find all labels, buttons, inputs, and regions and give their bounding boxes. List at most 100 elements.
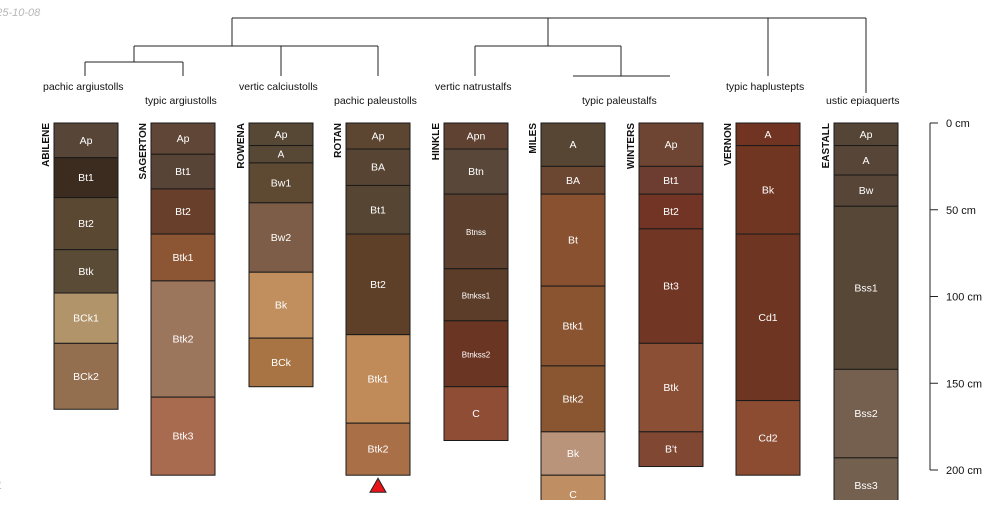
horizon-sagerton-bt2	[150, 188, 216, 235]
horizon-label-eastall-bss1: Bss1	[854, 282, 878, 294]
horizon-abilene-ap	[53, 122, 119, 159]
horizon-hinkle-btnkss2	[443, 320, 509, 388]
horizon-label-hinkle-btnkss1: Btnkss1	[462, 291, 491, 300]
depth-tick-label-150: 150 cm	[946, 378, 982, 390]
horizon-label-winters-b-t: B't	[665, 444, 677, 456]
horizon-label-miles-ba: BA	[566, 175, 580, 187]
horizon-abilene-bt1	[53, 157, 119, 199]
date-stamp: 2025-10-08	[0, 7, 41, 19]
taxon-label-typic-haplustepts: typic haplustepts	[726, 81, 804, 93]
horizon-sagerton-btk3	[150, 396, 216, 476]
horizon-label-miles-c: C	[569, 489, 577, 500]
horizon-label-rotan-btk2: Btk2	[367, 444, 388, 456]
horizon-label-winters-bt3: Bt3	[663, 281, 679, 293]
horizon-label-vernon-a: A	[764, 129, 771, 141]
horizon-eastall-bw	[833, 174, 899, 207]
horizon-winters-btk	[638, 342, 704, 433]
horizon-label-abilene-bt1: Bt1	[78, 172, 94, 184]
horizon-label-sagerton-ap: Ap	[177, 133, 190, 145]
horizon-label-rotan-ap: Ap	[372, 131, 385, 143]
taxon-label-pachic-argiustolls: pachic argiustolls	[43, 81, 124, 93]
depth-tick-label-0: 0 cm	[946, 118, 970, 130]
horizon-label-rowena-bw1: Bw1	[271, 177, 292, 189]
horizon-label-eastall-a: A	[862, 155, 869, 167]
depth-tick-label-50: 50 cm	[946, 205, 976, 217]
horizon-label-hinkle-apn: Apn	[467, 131, 486, 143]
profile-name-miles: MILES	[528, 123, 539, 154]
horizon-miles-btk2	[540, 365, 606, 433]
horizon-abilene-bck2	[53, 342, 119, 410]
taxon-label-typic-paleustalfs: typic paleustalfs	[582, 95, 657, 107]
horizon-label-sagerton-btk3: Btk3	[172, 431, 193, 443]
horizon-rotan-ba	[345, 148, 411, 186]
horizon-hinkle-c	[443, 386, 509, 442]
horizon-label-winters-bt2: Bt2	[663, 206, 679, 218]
horizon-abilene-bt2	[53, 197, 119, 251]
profile-name-abilene: ABILENE	[41, 123, 52, 167]
horizon-hinkle-btnkss1	[443, 268, 509, 322]
horizon-miles-ba	[540, 165, 606, 195]
horizon-label-eastall-bss2: Bss2	[854, 408, 878, 420]
horizon-vernon-bk	[735, 145, 801, 235]
horizon-winters-ap	[638, 122, 704, 167]
horizon-rotan-bt1	[345, 184, 411, 235]
horizon-label-winters-ap: Ap	[665, 139, 678, 151]
profile-name-sagerton: SAGERTON	[138, 123, 149, 180]
horizon-label-rowena-bck: BCk	[271, 357, 292, 369]
horizon-winters-b-t	[638, 431, 704, 468]
horizon-rowena-bck	[248, 337, 314, 388]
horizon-label-rowena-bw2: Bw2	[271, 232, 292, 244]
horizon-eastall-bss1	[833, 205, 899, 370]
profile-name-eastall: EASTALL	[821, 123, 832, 168]
profile-name-vernon: VERNON	[723, 123, 734, 166]
horizon-label-abilene-bck2: BCk2	[73, 371, 99, 383]
horizon-label-vernon-cd2: Cd2	[758, 432, 777, 444]
horizon-sagerton-bt1	[150, 153, 216, 190]
truncation-marker-rotan	[369, 477, 387, 493]
horizon-label-vernon-cd1: Cd1	[758, 312, 777, 324]
horizon-miles-bt	[540, 193, 606, 287]
horizon-label-miles-btk1: Btk1	[562, 320, 583, 332]
horizon-label-rotan-btk1: Btk1	[367, 373, 388, 385]
horizon-rowena-bw1	[248, 162, 314, 204]
horizon-rotan-ap	[345, 122, 411, 150]
depth-tick-label-100: 100 cm	[946, 292, 982, 304]
horizon-miles-bk	[540, 431, 606, 476]
horizon-rowena-bk	[248, 271, 314, 339]
horizon-eastall-a	[833, 145, 899, 176]
corner-mark: 1	[0, 480, 2, 492]
horizon-label-abilene-btk: Btk	[78, 266, 94, 278]
horizon-sagerton-ap	[150, 122, 216, 155]
horizon-hinkle-btnss	[443, 193, 509, 270]
horizon-label-abilene-bt2: Bt2	[78, 218, 94, 230]
horizon-label-miles-a: A	[569, 139, 576, 151]
horizon-label-rotan-bt2: Bt2	[370, 279, 386, 291]
profile-name-winters: WINTERS	[626, 123, 637, 169]
horizon-label-abilene-ap: Ap	[80, 135, 93, 147]
horizon-label-rotan-bt1: Bt1	[370, 204, 386, 216]
horizon-label-eastall-ap: Ap	[860, 129, 873, 141]
horizon-label-winters-btk: Btk	[663, 382, 679, 394]
horizon-label-eastall-bw: Bw	[859, 185, 874, 197]
horizon-label-hinkle-btnkss2: Btnkss2	[462, 350, 491, 359]
horizon-label-hinkle-btn: Btn	[468, 166, 484, 178]
horizon-label-winters-bt1: Bt1	[663, 175, 679, 187]
horizon-label-rowena-ap: Ap	[275, 129, 288, 141]
horizon-label-rowena-bk: Bk	[275, 300, 288, 312]
horizon-label-hinkle-c: C	[472, 408, 480, 420]
horizon-label-miles-bt: Bt	[568, 235, 578, 247]
profile-name-hinkle: HINKLE	[431, 123, 442, 161]
horizon-label-hinkle-btnss: Btnss	[466, 228, 486, 237]
horizon-winters-bt3	[638, 228, 704, 344]
depth-tick-label-200: 200 cm	[946, 465, 982, 477]
horizon-hinkle-btn	[443, 148, 509, 195]
taxon-label-vertic-calciustolls: vertic calciustolls	[239, 81, 318, 93]
horizon-sagerton-btk2	[150, 280, 216, 398]
horizon-abilene-bck1	[53, 292, 119, 344]
taxon-label-ustic-epiaquerts: ustic epiaquerts	[826, 95, 900, 107]
horizon-label-sagerton-btk1: Btk1	[172, 252, 193, 264]
profile-name-rowena: ROWENA	[236, 123, 247, 169]
horizon-label-miles-bk: Bk	[567, 448, 580, 460]
horizon-eastall-bss3	[833, 457, 899, 505]
